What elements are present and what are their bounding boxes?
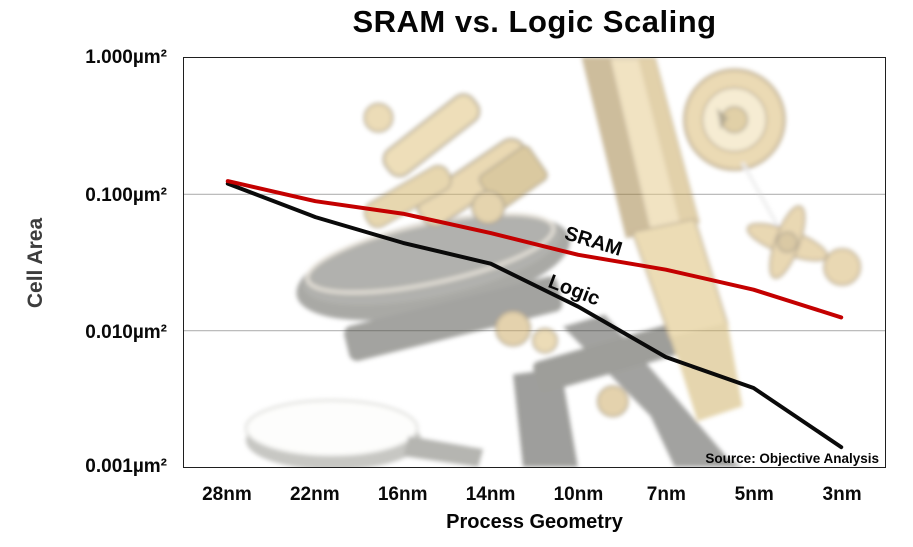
x-tick-label-7nm: 7nm xyxy=(646,484,686,505)
gridlines xyxy=(184,193,885,332)
chart-title: SRAM vs. Logic Scaling xyxy=(352,4,717,39)
x-tick-labels: 28nm 22nm 16nm 14nm 10nm 7nm 5nm 3nm xyxy=(183,484,886,506)
series-line-sram xyxy=(225,179,844,320)
series-lines xyxy=(225,179,844,450)
x-tick-label-28nm: 28nm xyxy=(202,484,252,505)
series-line-logic xyxy=(225,181,844,450)
microscope-background-image xyxy=(244,58,862,467)
y-tick-label-0.001um2: 0.001µm² xyxy=(85,456,167,477)
plot-area: SRAM Logic Source: Objective Analysis xyxy=(183,57,886,468)
source-note: Source: Objective Analysis xyxy=(705,451,879,466)
x-tick-label-5nm: 5nm xyxy=(734,484,774,505)
chart-canvas xyxy=(184,58,885,467)
x-tick-label-10nm: 10nm xyxy=(553,484,604,505)
y-tick-label-0.1um2: 0.100µm² xyxy=(85,185,167,206)
y-tick-label-1um2: 1.000µm² xyxy=(85,47,167,68)
x-tick-label-16nm: 16nm xyxy=(377,484,428,505)
x-tick-label-14nm: 14nm xyxy=(465,484,516,505)
y-tick-label-0.01um2: 0.010µm² xyxy=(85,322,167,343)
x-axis-title: Process Geometry xyxy=(446,511,623,533)
x-tick-label-22nm: 22nm xyxy=(289,484,340,505)
x-tick-label-3nm: 3nm xyxy=(822,484,862,505)
